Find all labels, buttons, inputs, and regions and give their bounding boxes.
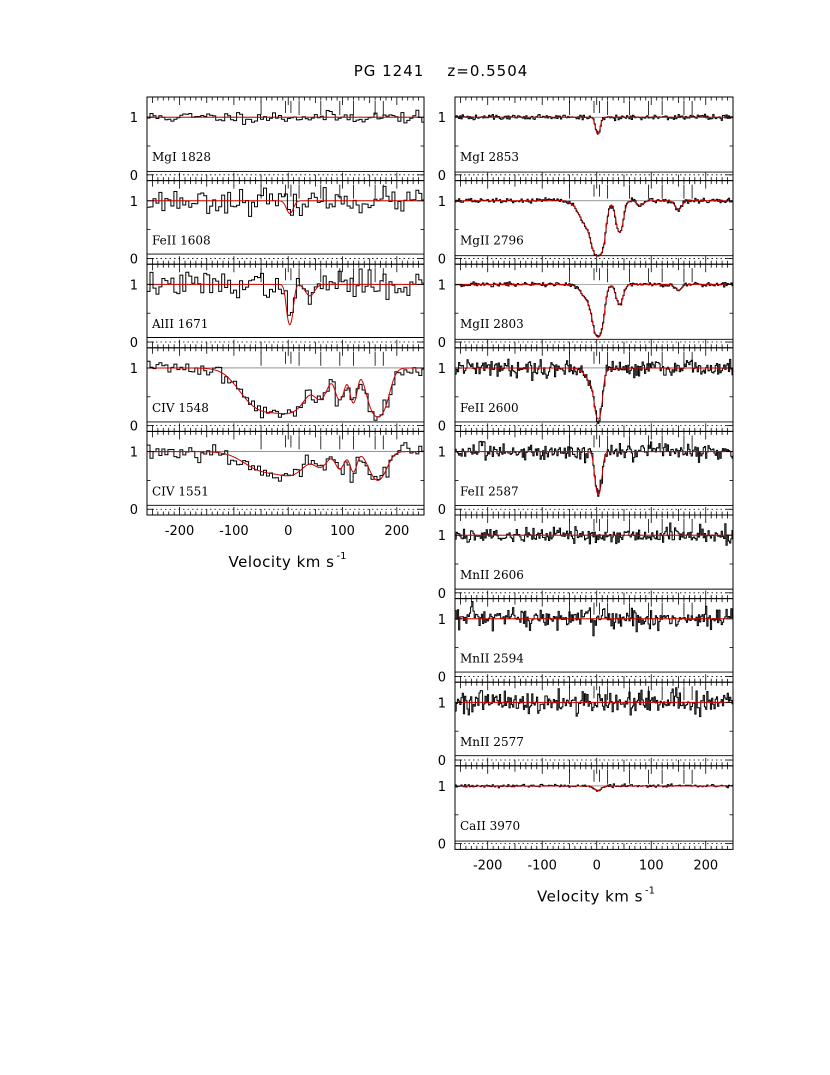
x-tick-label: 0 (284, 524, 292, 539)
ion-label: MgII 2803 (460, 317, 524, 331)
spectrum-panel: 0 1 MgII 2803 (438, 263, 734, 351)
spectrum-panel: 0 1 CIV 1548 (130, 347, 425, 435)
ion-label: MgI 1828 (152, 150, 211, 164)
spectrum-panel: 0 1 MnII 2594 (438, 598, 734, 685)
flux-histogram (455, 358, 733, 424)
y-tick-label: 0 (438, 587, 446, 602)
y-tick-label: 0 (438, 754, 446, 769)
y-tick-label: 1 (130, 278, 138, 293)
spectrum-panel: 0 1 MnII 2577 (438, 681, 734, 769)
x-axis-label: Velocity km s (537, 887, 643, 905)
y-tick-label: 1 (130, 446, 138, 461)
y-tick-label: 0 (438, 420, 446, 435)
y-tick-label: 0 (438, 503, 446, 518)
ion-label: CIV 1548 (152, 401, 209, 415)
y-tick-label: 1 (438, 111, 446, 126)
spectrum-panel: 0 1 CaII 3970 (438, 765, 734, 853)
y-tick-label: 0 (130, 336, 138, 351)
right-column-panels: 0 1 MgI 2853 0 1 MgII 2796 0 1 MgII 2803 0 1 FeII 2… (438, 96, 734, 905)
y-tick-label: 1 (438, 613, 446, 628)
y-tick-label: 1 (438, 780, 446, 795)
y-tick-label: 0 (438, 670, 446, 685)
y-tick-label: 0 (438, 838, 446, 853)
y-tick-label: 0 (130, 420, 138, 435)
model-fit (147, 283, 424, 326)
model-fit (455, 116, 733, 136)
model-fit (455, 785, 733, 792)
spectrum-panel: 0 1 MgI 1828 (130, 96, 425, 184)
flux-histogram (455, 197, 733, 256)
x-tick-label: 100 (639, 858, 664, 873)
y-tick-label: 1 (438, 278, 446, 293)
spectrum-panel: 0 1 MnII 2606 (438, 514, 734, 602)
y-tick-label: 0 (438, 336, 446, 351)
y-tick-label: 0 (438, 169, 446, 184)
spectrum-panel: 0 1 CIV 1551 (130, 430, 425, 518)
ion-label: AlII 1671 (151, 317, 208, 331)
spectrum-panel: 0 1 MgII 2796 (438, 180, 734, 267)
ion-label: MgI 2853 (460, 150, 519, 164)
y-tick-label: 1 (438, 195, 446, 210)
ion-label: MnII 2577 (460, 735, 524, 749)
x-tick-label: 200 (693, 858, 718, 873)
panel-frame (146, 430, 425, 516)
model-fit (455, 451, 733, 496)
model-fit (147, 367, 424, 418)
x-axis-label-exponent: -1 (337, 551, 347, 562)
flux-histogram (455, 440, 733, 497)
flux-histogram (455, 783, 733, 792)
model-fit (455, 200, 733, 257)
ion-label: CaII 3970 (460, 819, 520, 833)
y-tick-label: 0 (130, 169, 138, 184)
y-tick-label: 1 (438, 362, 446, 377)
x-tick-label: -100 (527, 858, 557, 873)
flux-histogram (455, 601, 733, 637)
spectrum-panel: 0 1 MgI 2853 (438, 96, 734, 184)
panel-frame (454, 765, 734, 850)
model-fit (147, 200, 424, 215)
y-tick-label: 1 (438, 529, 446, 544)
model-fit (147, 451, 424, 481)
y-tick-label: 1 (438, 446, 446, 461)
x-axis-label-exponent: -1 (645, 885, 655, 896)
spectrum-panel: 0 1 FeII 2600 (438, 347, 734, 435)
spectrum-panel: 0 1 FeII 1608 (130, 180, 425, 267)
x-tick-label: 100 (330, 524, 355, 539)
y-tick-label: 0 (130, 503, 138, 518)
flux-histogram (147, 268, 424, 316)
ion-label: FeII 2600 (460, 401, 519, 415)
ion-label: MnII 2606 (460, 568, 524, 582)
y-tick-label: 0 (438, 252, 446, 267)
model-fit (455, 283, 733, 338)
spectrum-panel: 0 1 AlII 1671 (130, 263, 425, 351)
ion-label: FeII 2587 (460, 484, 519, 498)
y-tick-label: 1 (130, 111, 138, 126)
model-fit (455, 367, 733, 420)
ion-label: CIV 1551 (152, 484, 209, 498)
x-tick-label: -200 (165, 524, 195, 539)
ion-label: MnII 2594 (460, 652, 524, 666)
y-tick-label: 1 (130, 195, 138, 210)
spectrum-panel: 0 1 FeII 2587 (438, 430, 734, 518)
x-tick-label: 0 (593, 858, 601, 873)
x-tick-label: -100 (219, 524, 249, 539)
figure-title: PG 1241 z=0.5504 (354, 62, 529, 80)
y-tick-label: 1 (130, 362, 138, 377)
ion-label: FeII 1608 (152, 234, 211, 248)
ion-label: MgII 2796 (460, 234, 524, 248)
x-tick-label: 200 (384, 524, 409, 539)
y-tick-label: 1 (438, 696, 446, 711)
x-tick-label: -200 (473, 858, 503, 873)
y-tick-label: 0 (130, 252, 138, 267)
left-column-panels: 0 1 MgI 1828 0 1 FeII 1608 0 1 AlII 1671 0 1 CIV 15… (130, 96, 425, 571)
x-axis-label: Velocity km s (229, 553, 335, 571)
